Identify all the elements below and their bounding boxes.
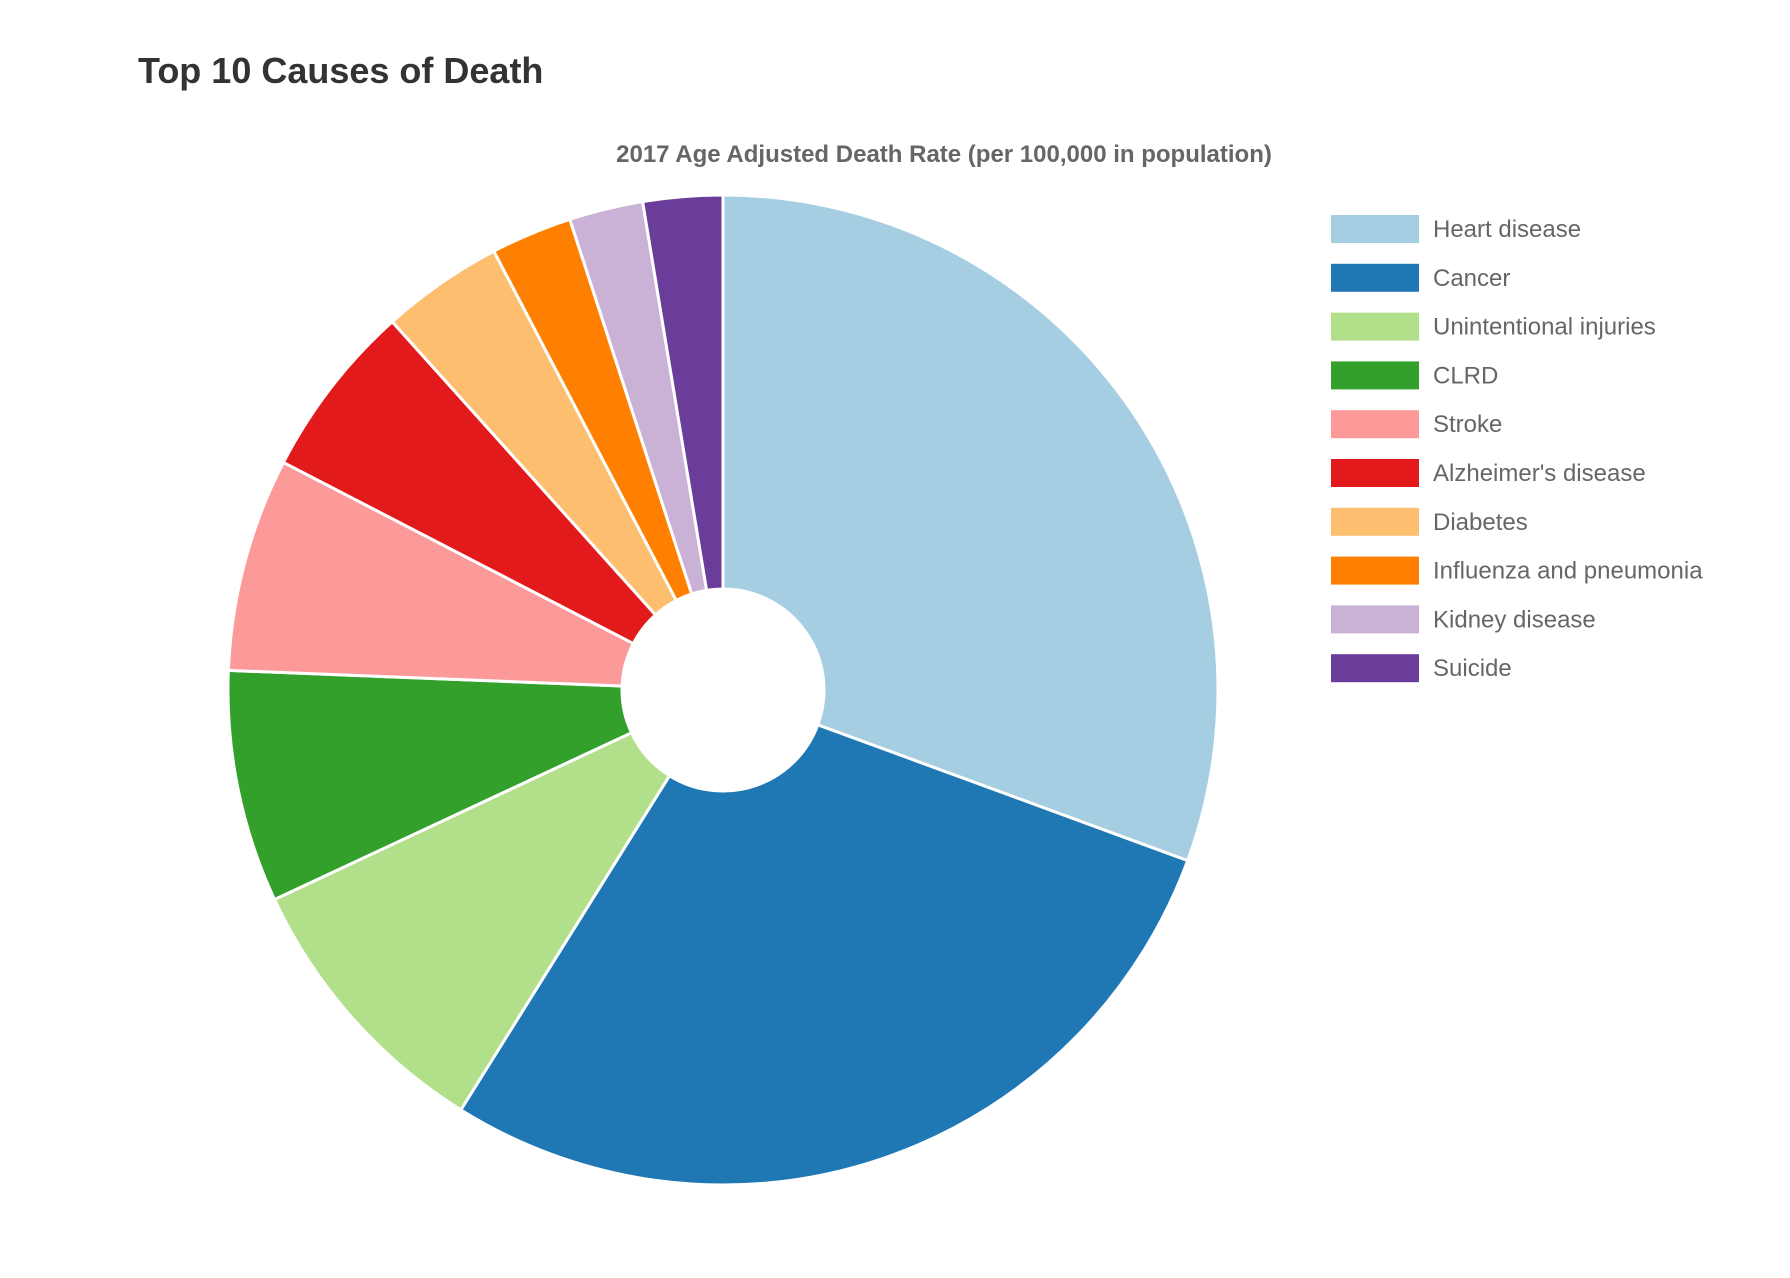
page-title: Top 10 Causes of Death xyxy=(138,50,544,91)
legend-label: Diabetes xyxy=(1433,509,1528,536)
legend-label: Stroke xyxy=(1433,411,1502,438)
chart-legend: Heart disease Cancer Unintentional injurie… xyxy=(1331,215,1703,683)
legend-label: CLRD xyxy=(1433,362,1498,389)
pie-slices xyxy=(226,193,1220,1187)
pie-slice-unintentional-injuries[interactable] xyxy=(273,731,672,1112)
legend-item-suicide[interactable]: Suicide xyxy=(1331,654,1512,683)
legend-swatch xyxy=(1331,556,1419,585)
legend-swatch xyxy=(1331,410,1419,439)
pie-slice-heart-disease[interactable] xyxy=(721,193,1220,863)
legend-item-influenza-and-pneumonia[interactable]: Influenza and pneumonia xyxy=(1331,556,1703,585)
legend-swatch xyxy=(1331,605,1419,634)
legend-item-heart-disease[interactable]: Heart disease xyxy=(1331,215,1581,243)
pie-slice-stroke[interactable] xyxy=(226,460,635,688)
legend-label: Influenza and pneumonia xyxy=(1433,558,1703,585)
legend-swatch xyxy=(1331,361,1419,390)
legend-item-cancer[interactable]: Cancer xyxy=(1331,263,1510,292)
legend-label: Unintentional injuries xyxy=(1433,314,1656,341)
legend-label: Cancer xyxy=(1433,265,1510,292)
legend-swatch xyxy=(1331,312,1419,341)
legend-item-clrd[interactable]: CLRD xyxy=(1331,361,1498,390)
legend-label: Heart disease xyxy=(1433,216,1581,243)
legend-item-alzheimer-s-disease[interactable]: Alzheimer's disease xyxy=(1331,459,1646,487)
legend-item-diabetes[interactable]: Diabetes xyxy=(1331,507,1528,536)
legend-label: Kidney disease xyxy=(1433,606,1596,633)
pie-slice-cancer[interactable] xyxy=(459,723,1190,1187)
legend-swatch xyxy=(1331,215,1419,243)
legend-item-unintentional-injuries[interactable]: Unintentional injuries xyxy=(1331,312,1656,341)
legend-swatch xyxy=(1331,459,1419,487)
chart-subtitle: 2017 Age Adjusted Death Rate (per 100,00… xyxy=(616,141,1272,168)
legend-item-stroke[interactable]: Stroke xyxy=(1331,410,1502,439)
pie-slice-alzheimer-s-disease[interactable] xyxy=(281,320,658,646)
legend-label: Suicide xyxy=(1433,655,1512,682)
pie-slice-clrd[interactable] xyxy=(226,668,633,901)
pie-slice-suicide[interactable] xyxy=(641,193,725,592)
legend-swatch xyxy=(1331,263,1419,292)
legend-label: Alzheimer's disease xyxy=(1433,460,1646,487)
legend-swatch xyxy=(1331,654,1419,683)
legend-item-kidney-disease[interactable]: Kidney disease xyxy=(1331,605,1596,634)
legend-swatch xyxy=(1331,507,1419,536)
